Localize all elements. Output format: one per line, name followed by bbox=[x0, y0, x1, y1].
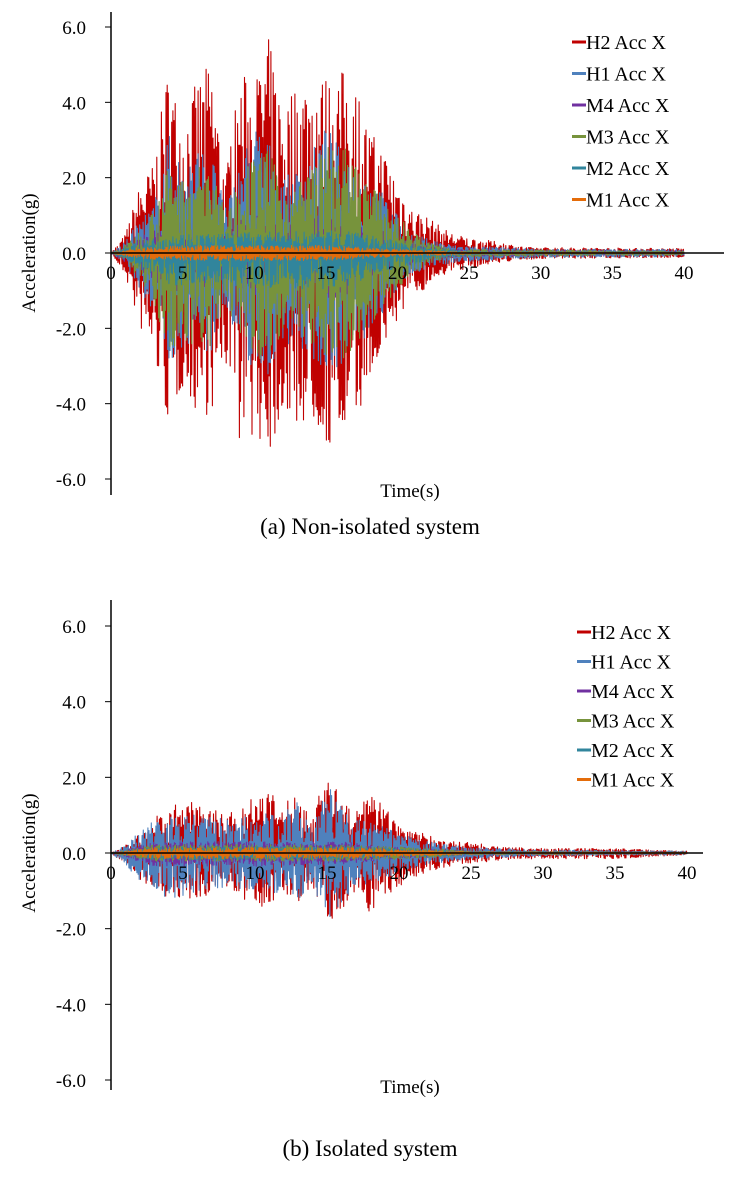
y-tick-label: 6.0 bbox=[62, 617, 86, 638]
legend-label: H1 Acc X bbox=[586, 64, 667, 86]
y-tick-label: -6.0 bbox=[56, 470, 86, 491]
y-tick-label: 0.0 bbox=[62, 844, 86, 865]
chart-isolated: 6.0 4.0 2.0 0.0 -2.0 -4.0 -6.0 0 5 10 15 20 25 30 35 40… bbox=[19, 600, 703, 1161]
y-tick-label: -6.0 bbox=[56, 1071, 86, 1092]
legend: H2 Acc X H1 Acc X M4 Acc X M3 Acc X M2 Acc X… bbox=[572, 32, 670, 212]
legend: H2 Acc X H1 Acc X M4 Acc X M3 Acc X M2 Acc X… bbox=[577, 622, 675, 792]
y-axis-title: Acceleration(g) bbox=[19, 193, 40, 312]
x-tick-label: 30 bbox=[531, 263, 550, 284]
x-tick-label: 10 bbox=[245, 263, 264, 284]
legend-label: M3 Acc X bbox=[586, 127, 670, 149]
y-tick-label: 0.0 bbox=[62, 244, 86, 265]
legend-label: M4 Acc X bbox=[591, 681, 675, 703]
x-tick-label: 30 bbox=[534, 863, 553, 884]
chart-caption: (a) Non-isolated system bbox=[260, 514, 480, 539]
x-tick-label: 25 bbox=[462, 863, 481, 884]
chart-caption: (b) Isolated system bbox=[282, 1136, 457, 1161]
legend-label: M2 Acc X bbox=[586, 158, 670, 180]
legend-label: M4 Acc X bbox=[586, 95, 670, 117]
legend-label: H1 Acc X bbox=[591, 652, 672, 674]
legend-label: M1 Acc X bbox=[591, 770, 675, 792]
x-tick-label: 0 bbox=[106, 863, 116, 884]
x-axis-title: Time(s) bbox=[380, 481, 439, 502]
plot-area bbox=[110, 782, 688, 919]
x-tick-label: 40 bbox=[675, 263, 694, 284]
x-tick-label: 20 bbox=[388, 263, 407, 284]
x-tick-label: 0 bbox=[106, 263, 116, 284]
y-tick-label: 2.0 bbox=[62, 768, 86, 789]
y-tick-label: -4.0 bbox=[56, 395, 86, 416]
x-tick-label: 15 bbox=[316, 263, 335, 284]
x-tick-label: 10 bbox=[246, 863, 265, 884]
legend-label: M3 Acc X bbox=[591, 711, 675, 733]
legend-label: M2 Acc X bbox=[591, 740, 675, 762]
y-axis-title: Acceleration(g) bbox=[19, 793, 40, 912]
x-tick-label: 5 bbox=[178, 263, 188, 284]
x-tick-label: 15 bbox=[318, 863, 337, 884]
y-tick-label: -2.0 bbox=[56, 319, 86, 340]
chart-non-isolated: 6.0 4.0 2.0 0.0 -2.0 -4.0 -6.0 0 5 10 15 20 25 30 35 40… bbox=[19, 12, 724, 539]
y-tick-label: 4.0 bbox=[62, 93, 86, 114]
x-tick-label: 35 bbox=[606, 863, 625, 884]
y-tick-label: -2.0 bbox=[56, 920, 86, 941]
legend-label: H2 Acc X bbox=[591, 622, 672, 644]
y-tick-label: -4.0 bbox=[56, 995, 86, 1016]
legend-label: H2 Acc X bbox=[586, 32, 667, 54]
x-tick-label: 5 bbox=[178, 863, 188, 884]
x-tick-label: 20 bbox=[390, 863, 409, 884]
y-tick-label: 4.0 bbox=[62, 693, 86, 714]
x-tick-label: 40 bbox=[678, 863, 697, 884]
legend-label: M1 Acc X bbox=[586, 190, 670, 212]
x-axis-title: Time(s) bbox=[380, 1077, 439, 1098]
y-tick-label: 6.0 bbox=[62, 18, 86, 39]
x-tick-label: 25 bbox=[460, 263, 479, 284]
x-tick-label: 35 bbox=[603, 263, 622, 284]
y-tick-label: 2.0 bbox=[62, 169, 86, 190]
